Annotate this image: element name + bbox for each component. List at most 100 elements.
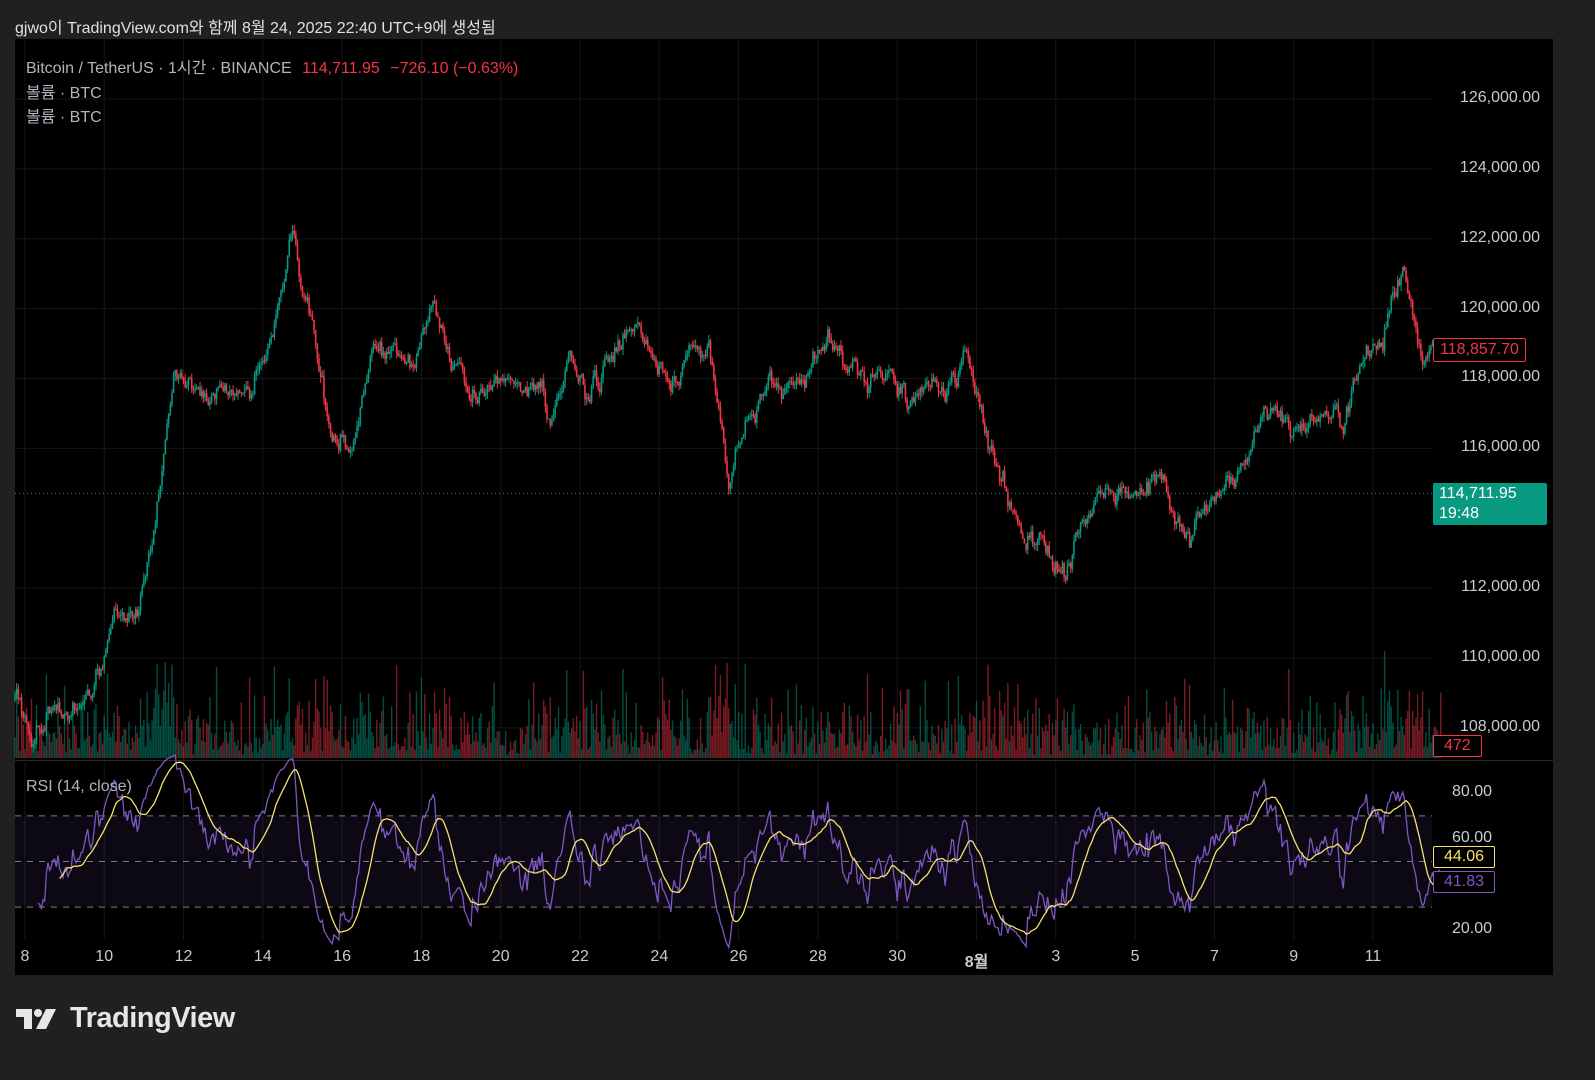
candle	[537, 382, 540, 389]
candle	[1403, 266, 1406, 271]
volume-bar	[1159, 734, 1161, 758]
volume-bar	[901, 709, 903, 758]
candle	[328, 416, 330, 424]
volume-bar	[1136, 719, 1138, 758]
volume-bar	[488, 721, 490, 758]
candle	[917, 393, 920, 395]
candle	[883, 378, 885, 381]
volume-bar	[523, 744, 525, 758]
candle	[1375, 345, 1378, 349]
candle	[1069, 563, 1072, 569]
candle	[660, 362, 662, 364]
candle	[465, 382, 467, 388]
volume-bar	[1217, 739, 1219, 758]
volume-bar	[1187, 749, 1189, 758]
candle	[779, 387, 781, 389]
volume-bar	[291, 738, 294, 758]
candle	[1269, 407, 1272, 417]
volume-bar	[934, 736, 936, 758]
last-price-tag: 118,857.70	[1433, 338, 1526, 362]
volume-bar	[614, 709, 616, 758]
candle	[186, 385, 188, 388]
volume-bar	[349, 749, 352, 758]
volume-bar	[1425, 731, 1427, 758]
volume-bar	[1357, 723, 1359, 758]
volume-bar	[1017, 683, 1019, 758]
volume-bar	[746, 752, 748, 758]
symbol-legend[interactable]: Bitcoin / TetherUS · 1시간 · BINANCE 114,7…	[26, 54, 518, 78]
candle	[860, 370, 862, 376]
candle	[1064, 576, 1067, 580]
candle	[630, 329, 633, 331]
candle	[1426, 356, 1429, 358]
volume-bar	[914, 739, 917, 758]
candle	[156, 501, 158, 525]
candle	[437, 315, 439, 318]
candle	[1088, 514, 1090, 519]
tradingview-brand[interactable]: TradingView	[16, 1002, 235, 1035]
candle	[1413, 315, 1416, 321]
candle	[1114, 496, 1117, 505]
volume-bar	[1426, 747, 1429, 758]
volume-bar	[481, 744, 484, 758]
volume-bar	[1236, 726, 1239, 758]
volume-bar	[1132, 752, 1135, 758]
volume-bar	[1185, 738, 1188, 758]
volume-bar	[480, 712, 482, 758]
volume-bar	[151, 720, 153, 758]
price-tick-label: 112,000.00	[1461, 578, 1540, 596]
candle	[1008, 501, 1011, 507]
candle	[1266, 408, 1269, 420]
volume-bar	[501, 744, 504, 758]
volume-bar	[767, 723, 770, 758]
volume-bar	[1031, 713, 1034, 758]
candle	[149, 551, 152, 553]
volume-bar	[106, 673, 109, 758]
candle	[803, 380, 806, 388]
volume-bar	[476, 741, 479, 758]
candle	[1099, 491, 1102, 494]
candle	[1079, 522, 1082, 533]
candle	[1304, 427, 1307, 433]
volume-bar	[805, 717, 808, 758]
volume-bar	[90, 746, 92, 758]
volume-bar	[838, 729, 841, 758]
volume-bar	[395, 665, 398, 758]
volume-bar	[1046, 730, 1049, 758]
volume-bar	[1015, 749, 1017, 758]
volume-bar	[1319, 713, 1321, 758]
volume-bar	[356, 717, 358, 758]
bar-countdown: 19:48	[1439, 505, 1480, 522]
volume-bar	[1388, 690, 1391, 758]
volume-bar	[678, 738, 680, 758]
candle	[582, 374, 585, 385]
volume-legend-1[interactable]: 볼륨 · BTC	[26, 85, 102, 102]
candle	[159, 485, 162, 495]
candle	[580, 374, 583, 376]
candle	[1109, 490, 1112, 492]
pane-separator[interactable]	[15, 760, 1553, 761]
candle	[1101, 493, 1103, 495]
rsi-legend[interactable]: RSI (14, close)	[26, 778, 132, 795]
volume-bar	[696, 739, 699, 758]
volume-bar	[1208, 743, 1211, 758]
volume-bar	[675, 737, 677, 758]
volume-bar	[524, 734, 527, 758]
candle	[955, 382, 958, 387]
volume-bar	[764, 713, 766, 758]
volume-bar	[1175, 705, 1178, 758]
volume-bar	[921, 740, 923, 758]
candle	[1074, 532, 1077, 541]
volume-legend-2[interactable]: 볼륨 · BTC	[26, 109, 102, 126]
volume-bar	[171, 664, 173, 758]
time-tick-label: 28	[809, 948, 827, 965]
candle	[1030, 531, 1032, 538]
volume-bar	[1000, 710, 1002, 758]
volume-bar	[1225, 717, 1227, 758]
candle	[139, 595, 142, 611]
candle	[303, 295, 305, 297]
volume-bar	[86, 711, 89, 758]
volume-bar	[108, 732, 110, 758]
candle	[1205, 504, 1207, 511]
volume-bar	[334, 740, 337, 758]
